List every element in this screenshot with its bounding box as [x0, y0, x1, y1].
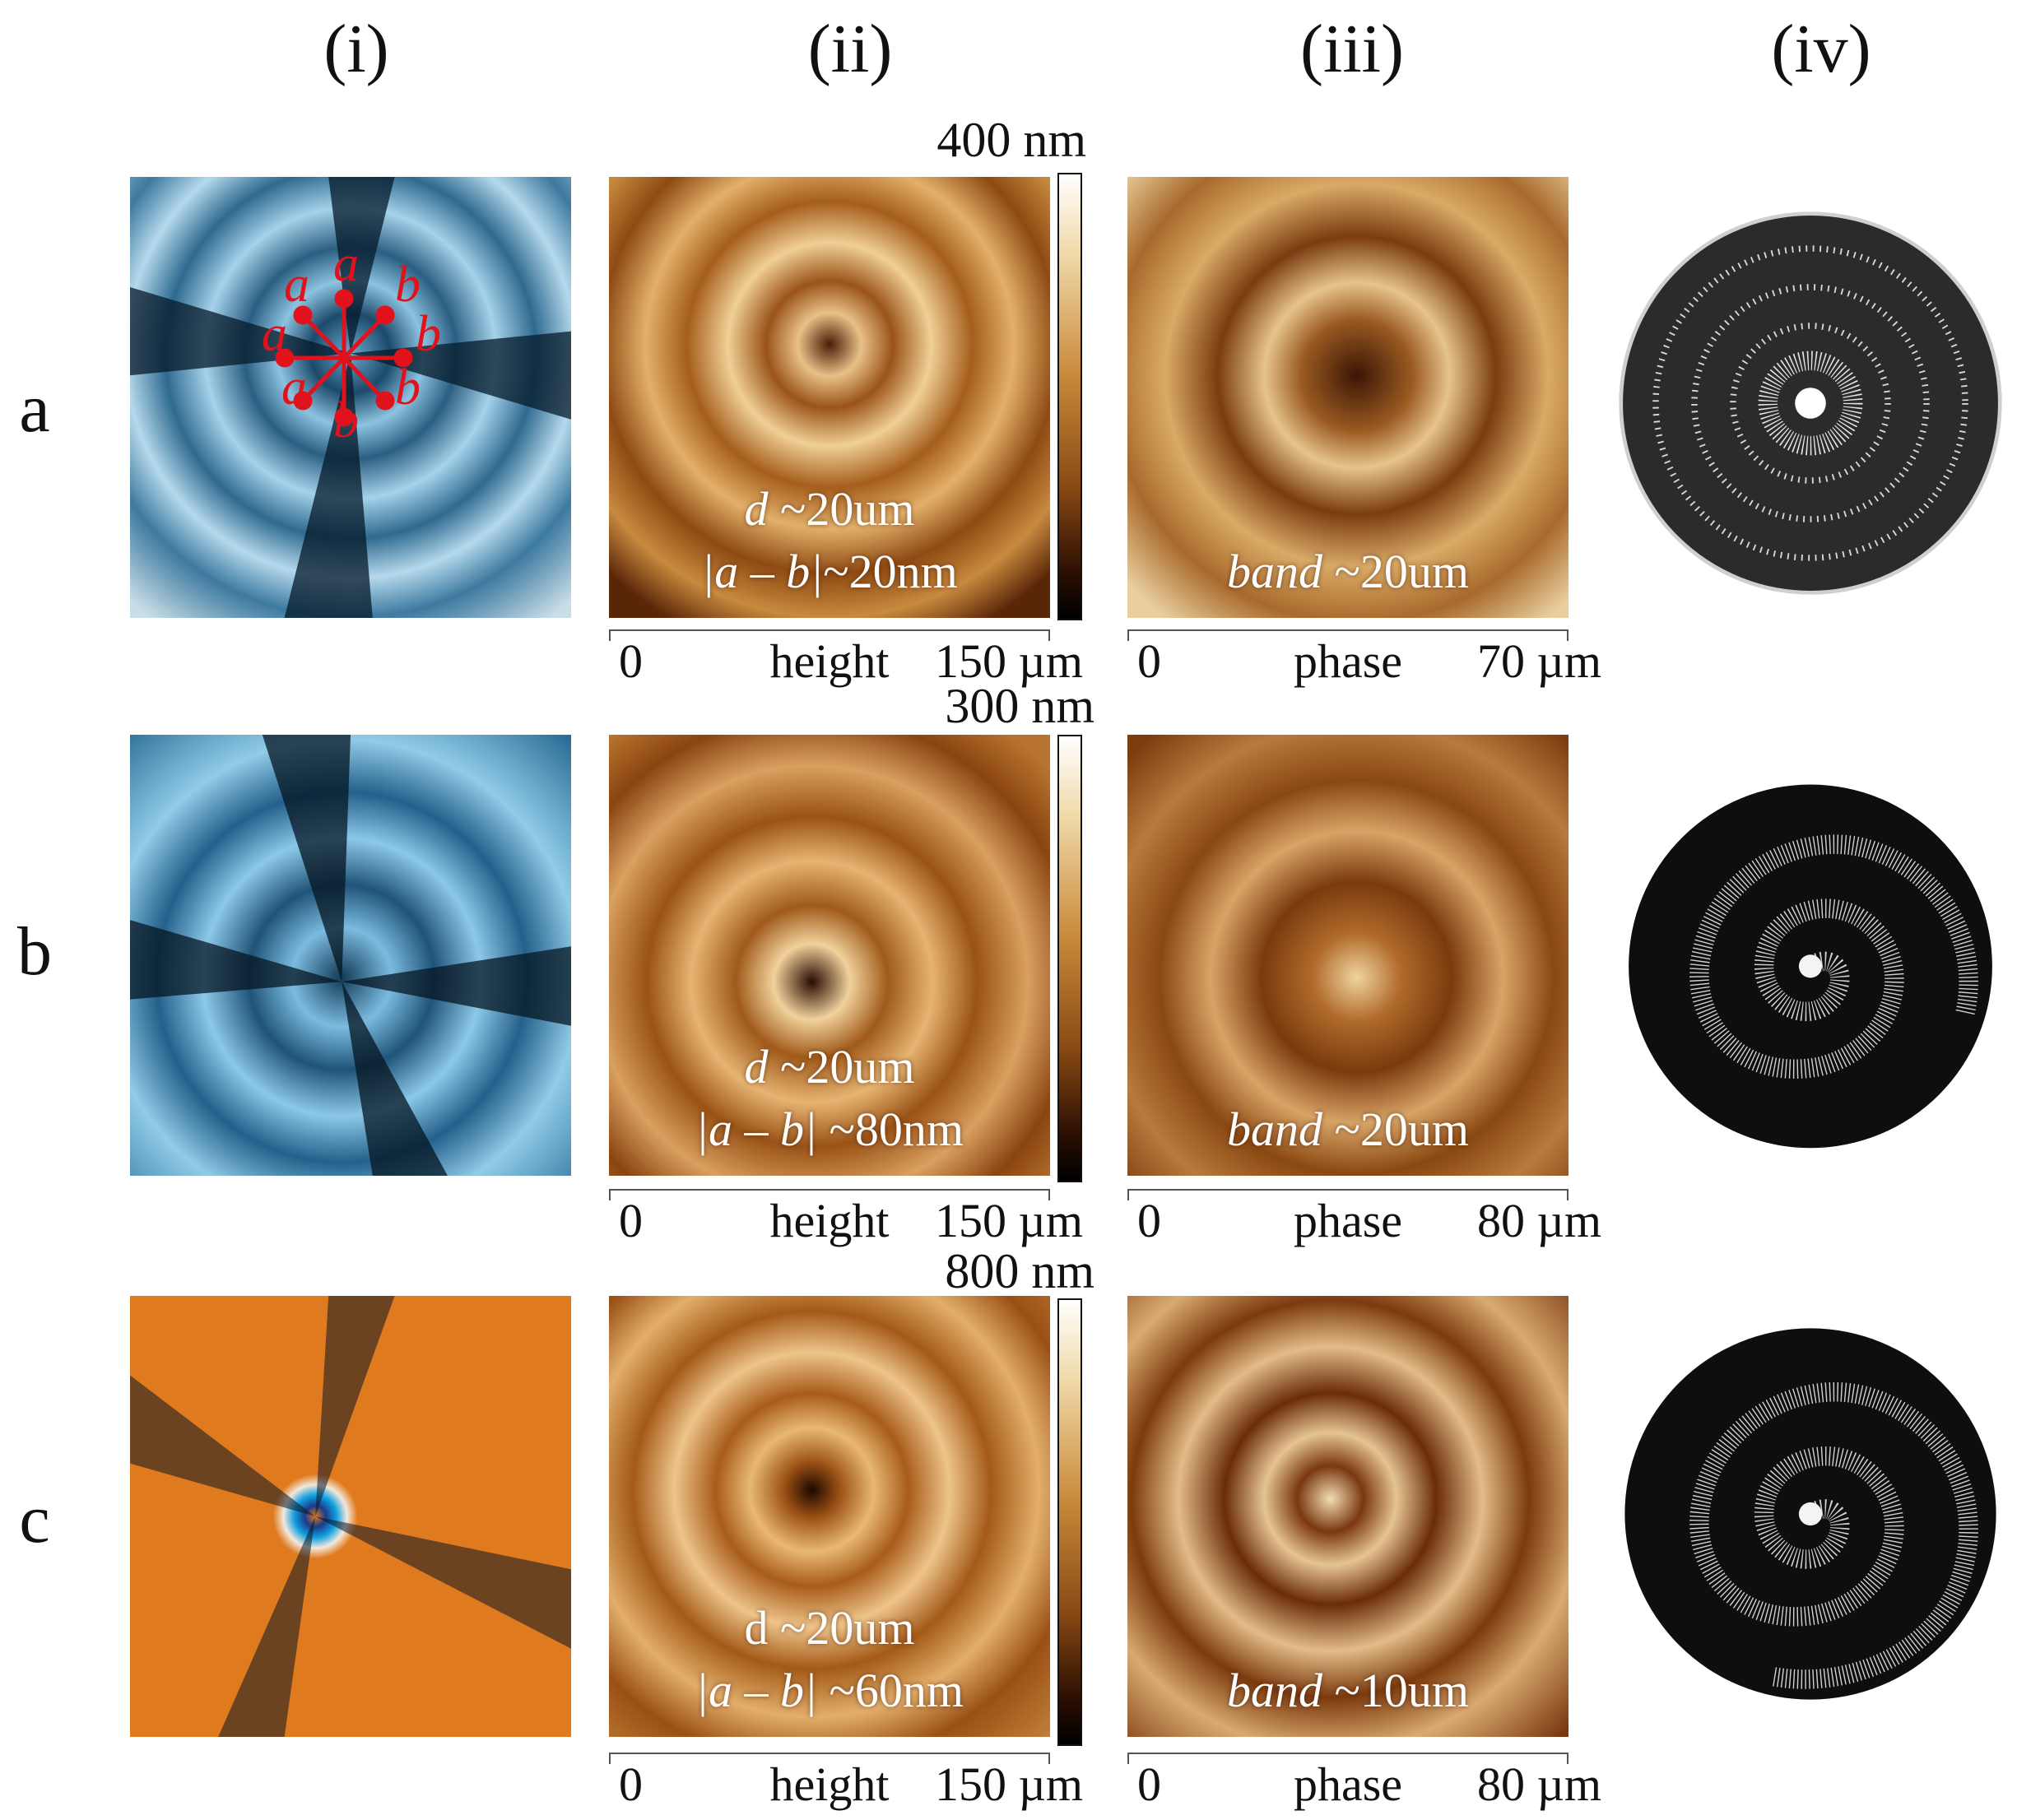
axis-lo: 0 [619, 1194, 643, 1247]
phase-anno-band-value: ~20um [1322, 545, 1470, 598]
axis-hi: 150 µm [934, 1194, 1083, 1247]
row-label-b: b [17, 913, 52, 990]
phase-anno-band-value: ~10um [1322, 1664, 1470, 1717]
phase-anno-band: band [1227, 1664, 1322, 1717]
pom-label: b [395, 257, 421, 313]
height-axis-c: 0 height 150 µm [609, 1753, 1083, 1811]
afm-phase-image-c: band ~10um [1127, 1296, 1569, 1737]
afm-phase-image-b: band ~20um [1127, 735, 1569, 1176]
phase-anno-band-value: ~20um [1322, 1103, 1470, 1156]
height-anno-d: d [744, 1601, 769, 1655]
afm-height-image-b: d ~20um |a – b| ~80nm [609, 735, 1050, 1176]
colorbar-max-label: 800 nm [945, 1244, 1094, 1298]
pom-image-a [130, 177, 571, 618]
model-rings-a [1617, 210, 2004, 597]
model-spiral-c [1617, 1321, 2004, 1707]
axis-title: phase [1293, 1757, 1403, 1811]
axis-title: phase [1293, 634, 1403, 688]
axis-hi: 70 µm [1476, 634, 1601, 688]
height-anno-ab: |a – b| [695, 1103, 817, 1156]
axis-lo: 0 [619, 1757, 643, 1811]
height-anno-ab-value: ~20nm [823, 545, 958, 598]
phase-axis-a: 0 phase 70 µm [1127, 629, 1601, 688]
afm-height-image-c: d ~20um |a – b| ~60nm [609, 1296, 1050, 1737]
pom-image-b [130, 735, 571, 1176]
model-spiral-b [1617, 765, 2004, 1152]
pom-label: b [395, 360, 421, 416]
column-header-iv: (iv) [1771, 11, 1871, 87]
height-anno-d-value: ~20um [768, 1601, 915, 1655]
axis-hi: 80 µm [1476, 1757, 1601, 1811]
height-anno-ab-value: ~80nm [816, 1103, 964, 1156]
pom-label: a [281, 360, 307, 416]
colorbar-b [1057, 735, 1082, 1182]
phase-axis-c: 0 phase 80 µm [1127, 1753, 1601, 1811]
height-anno-d: d [744, 482, 769, 536]
pom-label: a [284, 257, 309, 313]
pom-label: b [416, 306, 441, 362]
height-anno-d-value: ~20um [768, 482, 915, 536]
axis-title: phase [1293, 1194, 1403, 1247]
axis-lo: 0 [1137, 1194, 1161, 1247]
colorbar-max-label: 400 nm [936, 113, 1086, 167]
phase-axis-b: 0 phase 80 µm [1127, 1189, 1601, 1247]
axis-lo: 0 [619, 634, 643, 688]
height-anno-d: d [744, 1040, 769, 1093]
axis-hi: 150 µm [934, 634, 1083, 688]
phase-anno-band: band [1227, 545, 1322, 598]
pom-image-c [130, 1296, 571, 1737]
afm-height-image-a: d ~20um |a – b|~20nm [609, 177, 1050, 618]
afm-phase-image-a: band ~20um [1127, 177, 1569, 618]
axis-title: height [769, 1194, 890, 1247]
axis-hi: 150 µm [934, 1757, 1083, 1811]
pom-label: a [262, 306, 287, 362]
axis-lo: 0 [1137, 634, 1161, 688]
height-anno-d-value: ~20um [768, 1040, 915, 1093]
height-anno-ab-value: ~60nm [816, 1664, 964, 1717]
growth-direction-star-icon [275, 289, 413, 427]
row-label-c: c [19, 1481, 50, 1558]
axis-title: height [769, 634, 890, 688]
height-anno-ab: |a – b| [695, 1664, 817, 1717]
row-label-a: a [19, 370, 50, 447]
axis-title: height [769, 1757, 890, 1811]
height-axis-a: 0 height 150 µm [609, 629, 1083, 688]
column-header-iii: (iii) [1300, 11, 1404, 87]
axis-hi: 80 µm [1476, 1194, 1601, 1247]
column-header-i: (i) [323, 11, 389, 87]
colorbar-max-label: 300 nm [945, 679, 1094, 733]
pom-label: b [333, 392, 359, 448]
phase-anno-band: band [1227, 1103, 1322, 1156]
axis-lo: 0 [1137, 1757, 1161, 1811]
pom-label: a [333, 236, 359, 292]
column-header-ii: (ii) [807, 11, 893, 87]
height-axis-b: 0 height 150 µm [609, 1189, 1083, 1247]
colorbar-a [1057, 173, 1082, 620]
colorbar-c [1057, 1298, 1082, 1746]
height-anno-ab: |a – b| [701, 545, 824, 598]
